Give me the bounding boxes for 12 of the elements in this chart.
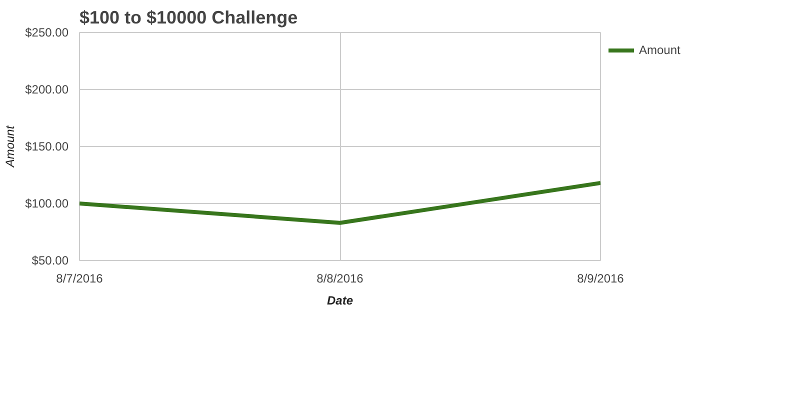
y-axis-title: Amount xyxy=(3,125,18,168)
x-axis-title: Date xyxy=(326,294,354,308)
y-tick-label: $150.00 xyxy=(25,140,69,154)
x-tick-label: 8/9/2016 xyxy=(577,272,624,286)
y-tick-label: $250.00 xyxy=(25,26,69,40)
chart-title: $100 to $10000 Challenge xyxy=(80,8,298,28)
y-tick-label: $200.00 xyxy=(25,82,69,96)
x-tick-label: 8/7/2016 xyxy=(56,272,104,286)
y-tick-label: $50.00 xyxy=(32,254,69,268)
legend-label: Amount xyxy=(639,43,680,57)
x-tick-label: 8/8/2016 xyxy=(316,272,364,286)
y-tick-label: $100.00 xyxy=(25,196,69,210)
